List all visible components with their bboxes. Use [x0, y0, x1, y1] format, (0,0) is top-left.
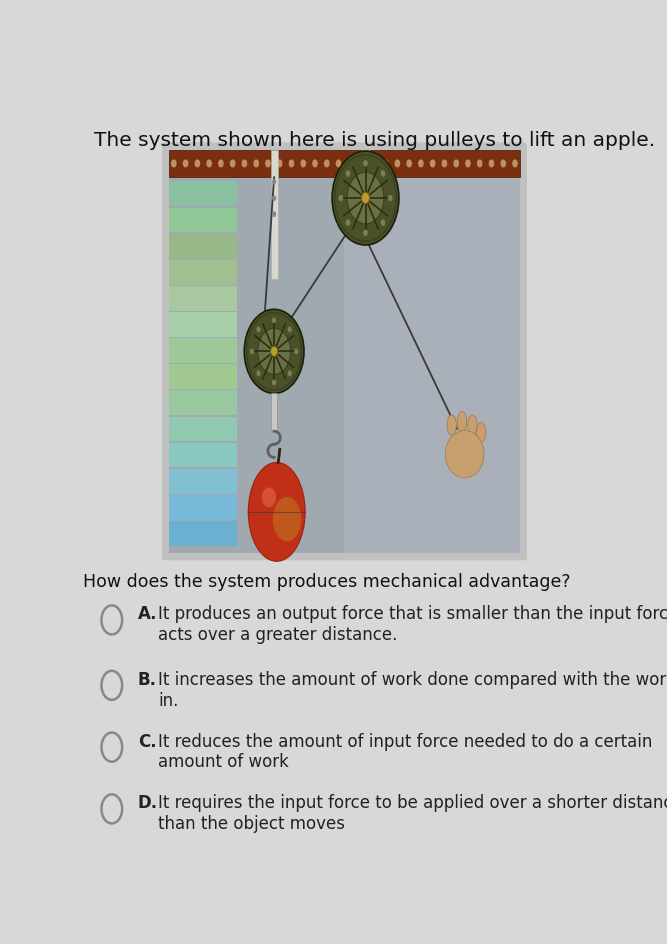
Circle shape — [183, 160, 189, 168]
Circle shape — [257, 329, 291, 375]
Circle shape — [218, 160, 224, 168]
Circle shape — [364, 211, 368, 217]
Circle shape — [512, 160, 518, 168]
Circle shape — [272, 379, 276, 385]
Bar — [169, 364, 237, 389]
Bar — [344, 149, 520, 553]
Circle shape — [442, 160, 448, 168]
Circle shape — [394, 160, 400, 168]
Circle shape — [362, 193, 370, 204]
Circle shape — [381, 219, 386, 226]
Text: A.: A. — [137, 605, 157, 623]
Circle shape — [477, 160, 483, 168]
Circle shape — [256, 370, 261, 377]
Bar — [169, 149, 520, 177]
Circle shape — [364, 195, 368, 201]
Bar — [169, 181, 237, 207]
Circle shape — [348, 160, 354, 168]
Circle shape — [244, 310, 304, 394]
Text: It reduces the amount of input force needed to do a certain
amount of work: It reduces the amount of input force nee… — [158, 733, 653, 771]
Text: It increases the amount of work done compared with the work put
in.: It increases the amount of work done com… — [158, 671, 667, 710]
Circle shape — [364, 179, 368, 185]
Circle shape — [418, 160, 424, 168]
Ellipse shape — [447, 415, 456, 435]
Text: It produces an output force that is smaller than the input force but
acts over a: It produces an output force that is smal… — [158, 605, 667, 644]
Bar — [271, 394, 277, 431]
Circle shape — [206, 160, 212, 168]
Text: D.: D. — [137, 794, 158, 813]
Circle shape — [382, 160, 389, 168]
Circle shape — [171, 160, 177, 168]
Circle shape — [194, 160, 201, 168]
Circle shape — [406, 160, 412, 168]
Bar — [169, 286, 237, 311]
Circle shape — [323, 160, 330, 168]
Bar — [169, 338, 237, 362]
Bar — [169, 391, 237, 415]
Circle shape — [338, 194, 343, 201]
Circle shape — [359, 160, 365, 168]
Text: How does the system produces mechanical advantage?: How does the system produces mechanical … — [83, 573, 571, 591]
Text: It requires the input force to be applied over a shorter distance
than the objec: It requires the input force to be applie… — [158, 794, 667, 834]
Circle shape — [229, 160, 235, 168]
Text: B.: B. — [137, 671, 157, 689]
Circle shape — [288, 160, 295, 168]
Circle shape — [346, 170, 350, 177]
Ellipse shape — [468, 415, 477, 435]
Circle shape — [488, 160, 494, 168]
Bar — [169, 260, 237, 285]
Ellipse shape — [476, 422, 486, 443]
Circle shape — [253, 160, 259, 168]
Circle shape — [453, 160, 460, 168]
Circle shape — [430, 160, 436, 168]
Circle shape — [336, 160, 342, 168]
Ellipse shape — [262, 487, 276, 507]
Circle shape — [256, 327, 261, 332]
Circle shape — [265, 160, 271, 168]
Bar — [169, 443, 237, 467]
Text: C.: C. — [137, 733, 156, 750]
Ellipse shape — [273, 497, 301, 541]
Circle shape — [312, 160, 318, 168]
Circle shape — [300, 160, 306, 168]
Circle shape — [287, 370, 292, 377]
Circle shape — [250, 348, 254, 354]
Circle shape — [500, 160, 506, 168]
Bar — [271, 149, 277, 278]
Circle shape — [277, 160, 283, 168]
Circle shape — [347, 172, 384, 224]
Circle shape — [241, 160, 247, 168]
Circle shape — [272, 179, 276, 185]
Bar — [169, 312, 237, 337]
Circle shape — [272, 317, 276, 323]
Circle shape — [271, 346, 277, 357]
Circle shape — [363, 160, 368, 166]
Circle shape — [388, 194, 393, 201]
Bar — [169, 521, 237, 546]
Circle shape — [294, 348, 298, 354]
Bar — [169, 469, 237, 494]
FancyBboxPatch shape — [162, 143, 527, 561]
Circle shape — [346, 219, 350, 226]
Text: The system shown here is using pulleys to lift an apple.: The system shown here is using pulleys t… — [93, 131, 655, 150]
Ellipse shape — [248, 463, 305, 562]
Circle shape — [363, 229, 368, 236]
Circle shape — [381, 170, 386, 177]
Circle shape — [287, 327, 292, 332]
Bar — [169, 149, 520, 553]
Bar — [362, 149, 370, 230]
Circle shape — [371, 160, 377, 168]
Bar — [169, 208, 237, 232]
Circle shape — [272, 195, 276, 201]
Circle shape — [465, 160, 471, 168]
Bar — [169, 416, 237, 441]
Circle shape — [332, 151, 399, 245]
Bar — [169, 234, 237, 259]
Circle shape — [272, 211, 276, 217]
Ellipse shape — [458, 412, 467, 431]
Ellipse shape — [446, 430, 484, 478]
Bar — [169, 495, 237, 519]
